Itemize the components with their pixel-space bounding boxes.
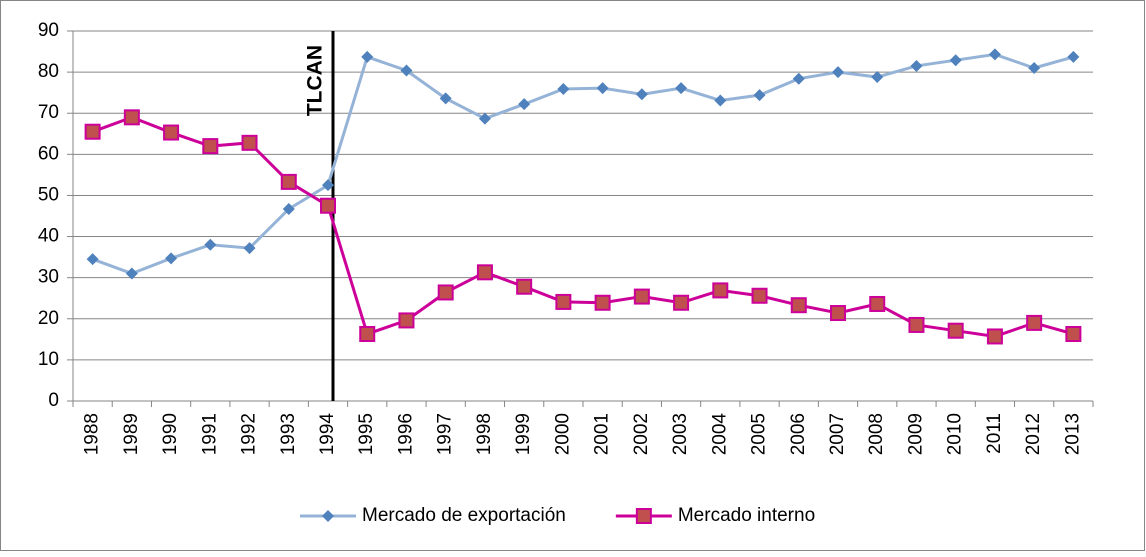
y-tick-label: 60 — [38, 143, 59, 164]
data-point — [714, 94, 727, 107]
x-tick-label: 2004 — [709, 413, 730, 456]
data-point — [753, 89, 766, 102]
data-point — [204, 238, 217, 251]
x-tick-label: 1990 — [160, 413, 181, 455]
data-point — [84, 123, 101, 140]
data-point — [555, 293, 572, 310]
x-tick-label: 2007 — [827, 413, 848, 455]
legend-marker — [635, 508, 652, 524]
data-point — [790, 297, 807, 314]
x-tick-label: 1996 — [395, 413, 416, 455]
data-point — [832, 66, 844, 79]
x-tick-label: 2012 — [1023, 413, 1044, 455]
data-point — [869, 295, 886, 312]
data-point — [400, 64, 413, 77]
x-tick-label: 2010 — [945, 413, 966, 455]
legend-label: Mercado interno — [678, 505, 815, 526]
x-tick-label: 2006 — [788, 413, 809, 455]
data-point — [202, 138, 219, 155]
x-tick-label: 1992 — [239, 413, 260, 455]
data-point — [478, 112, 491, 125]
data-point — [322, 179, 334, 192]
data-point — [282, 203, 295, 216]
data-point — [439, 92, 452, 105]
x-tick-label: 2008 — [866, 413, 887, 455]
data-point — [557, 82, 570, 95]
data-point — [1065, 325, 1082, 342]
y-tick-label: 10 — [38, 349, 59, 370]
data-point — [712, 282, 729, 299]
y-tick-label: 70 — [38, 102, 59, 123]
data-point — [947, 322, 964, 339]
x-tick-label: 1999 — [513, 413, 534, 455]
data-point — [398, 312, 415, 329]
annotation: TLCAN — [304, 45, 327, 116]
data-point — [476, 264, 493, 281]
data-point — [1067, 50, 1080, 63]
data-point — [986, 328, 1003, 345]
data-point — [165, 252, 178, 265]
data-point — [243, 242, 256, 255]
legend-label: Mercado de exportación — [362, 505, 566, 526]
x-tick-label: 1991 — [199, 413, 220, 455]
data-point — [125, 267, 138, 280]
x-tick-label: 2003 — [670, 413, 691, 455]
y-tick-label: 90 — [38, 20, 59, 41]
x-tick-label: 1988 — [82, 413, 103, 455]
x-tick-label: 2002 — [631, 413, 652, 455]
y-tick-label: 40 — [38, 226, 59, 247]
x-tick-label: 1993 — [278, 413, 299, 455]
x-tick-label: 2001 — [592, 413, 613, 455]
y-tick-label: 0 — [48, 390, 59, 411]
data-point — [949, 54, 962, 67]
x-tick-label: 1997 — [435, 413, 456, 455]
y-tick-label: 50 — [38, 184, 59, 205]
y-tick-label: 30 — [38, 267, 59, 288]
data-point — [675, 82, 688, 95]
data-point — [830, 305, 846, 322]
x-tick-label: 2005 — [749, 413, 770, 455]
data-point — [871, 71, 884, 84]
data-point — [518, 98, 531, 111]
x-tick-label: 2000 — [552, 413, 573, 455]
data-point — [633, 288, 650, 305]
y-tick-label: 20 — [38, 308, 59, 329]
data-point — [751, 287, 768, 304]
data-point — [1026, 314, 1043, 331]
data-point — [596, 82, 609, 95]
series-line — [92, 52, 1074, 276]
data-point — [437, 284, 454, 301]
data-point — [86, 253, 99, 266]
y-tick-label: 80 — [38, 61, 59, 82]
x-tick-label: 1994 — [317, 413, 338, 456]
x-tick-label: 2011 — [984, 413, 1005, 454]
data-point — [635, 88, 648, 101]
data-point — [792, 72, 805, 85]
data-point — [673, 294, 690, 311]
data-point — [988, 48, 1001, 61]
data-point — [910, 59, 923, 72]
data-point — [123, 109, 140, 126]
data-point — [908, 316, 925, 333]
x-tick-label: 2013 — [1062, 413, 1083, 455]
data-point — [241, 134, 258, 151]
data-point — [516, 278, 533, 295]
data-point — [320, 197, 336, 214]
data-point — [163, 124, 180, 141]
data-point — [359, 325, 376, 342]
data-point — [280, 173, 297, 190]
x-tick-label: 1995 — [356, 413, 377, 455]
x-tick-label: 1989 — [121, 413, 142, 455]
x-tick-label: 2009 — [905, 413, 926, 455]
data-point — [594, 294, 611, 311]
x-tick-label: 1998 — [474, 413, 495, 455]
data-point — [1028, 62, 1041, 74]
legend-marker — [322, 510, 334, 522]
data-point — [361, 50, 374, 63]
